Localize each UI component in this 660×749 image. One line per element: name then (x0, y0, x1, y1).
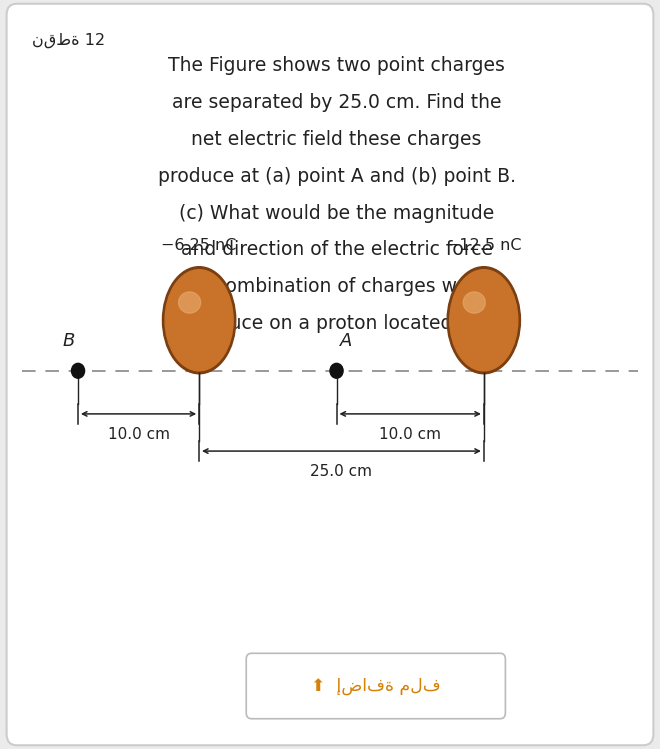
Text: B: B (63, 332, 75, 350)
Text: A: A (340, 332, 352, 350)
Text: net electric field these charges: net electric field these charges (191, 130, 482, 149)
Text: The Figure shows two point charges: The Figure shows two point charges (168, 56, 505, 76)
Text: ⬆  إضافة ملف: ⬆ إضافة ملف (311, 677, 441, 695)
Text: (c) What would be the magnitude: (c) What would be the magnitude (179, 204, 494, 222)
Text: −6.25 nC: −6.25 nC (162, 238, 237, 253)
Text: 10.0 cm: 10.0 cm (108, 426, 170, 442)
Text: −12.5 nC: −12.5 nC (446, 238, 521, 253)
Text: this combination of charges would: this combination of charges would (176, 277, 498, 297)
Text: are separated by 25.0 cm. Find the: are separated by 25.0 cm. Find the (172, 94, 502, 112)
Ellipse shape (463, 292, 485, 313)
Circle shape (71, 363, 84, 378)
FancyBboxPatch shape (246, 653, 506, 719)
Ellipse shape (178, 292, 201, 313)
Ellipse shape (165, 270, 233, 371)
Ellipse shape (447, 267, 521, 374)
Text: 25.0 cm: 25.0 cm (310, 464, 372, 479)
Text: نقطة 12: نقطة 12 (32, 32, 106, 48)
Text: and direction of the electric force: and direction of the electric force (181, 240, 492, 259)
Ellipse shape (162, 267, 236, 374)
Text: 10.0 cm: 10.0 cm (379, 426, 441, 442)
Text: produce at (a) point A and (b) point B.: produce at (a) point A and (b) point B. (158, 167, 515, 186)
Ellipse shape (449, 270, 518, 371)
Text: ?produce on a proton located at A: ?produce on a proton located at A (177, 314, 496, 333)
Circle shape (330, 363, 343, 378)
